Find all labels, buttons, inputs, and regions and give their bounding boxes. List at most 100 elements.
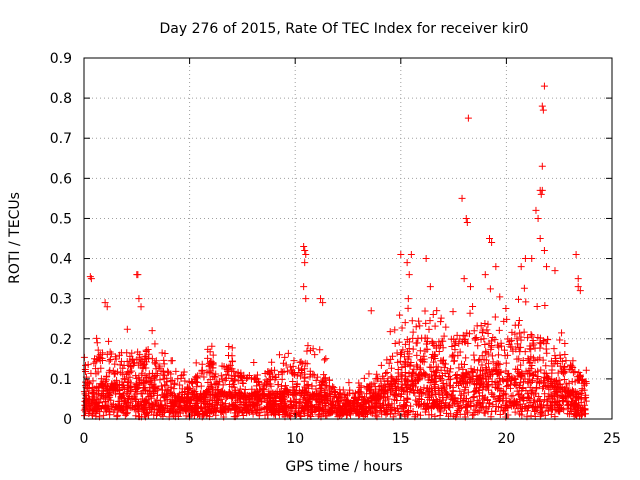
data-point [116, 361, 124, 369]
data-point [432, 391, 440, 399]
data-point [404, 410, 412, 418]
data-point [167, 377, 175, 385]
data-point [383, 409, 391, 417]
data-point [517, 263, 525, 271]
data-point [310, 403, 318, 411]
data-point [522, 367, 530, 375]
data-point [481, 341, 489, 349]
y-tick-label: 0.1 [50, 372, 72, 388]
data-point [489, 401, 497, 409]
data-point [251, 402, 259, 410]
data-point [548, 376, 556, 384]
data-point [367, 409, 375, 417]
data-point [522, 298, 530, 306]
data-point [420, 384, 428, 392]
x-tick-label: 10 [286, 431, 304, 447]
data-point [372, 411, 380, 419]
data-point [403, 384, 411, 392]
data-point [272, 397, 280, 405]
data-point [458, 194, 466, 202]
data-point [106, 391, 114, 399]
data-point [414, 376, 422, 384]
data-point [501, 352, 509, 360]
data-point [519, 356, 527, 364]
x-tick-label: 15 [392, 431, 410, 447]
data-point [181, 377, 189, 385]
data-point [538, 102, 546, 110]
data-point [225, 404, 233, 412]
data-point [179, 371, 187, 379]
data-point [560, 367, 568, 375]
data-point [565, 379, 573, 387]
data-point [558, 329, 566, 337]
data-point [507, 392, 515, 400]
data-point [435, 347, 443, 355]
data-point [501, 346, 509, 354]
data-point [230, 383, 238, 391]
data-point [501, 402, 509, 410]
data-point [432, 395, 440, 403]
data-point [513, 340, 521, 348]
data-point [471, 336, 479, 344]
data-point [150, 411, 158, 419]
data-point [193, 410, 201, 418]
data-point [221, 403, 229, 411]
data-point [516, 329, 524, 337]
data-point [561, 339, 569, 347]
data-point [377, 404, 385, 412]
data-point [206, 401, 214, 409]
y-tick-label: 0 [63, 412, 72, 428]
data-point [551, 406, 559, 414]
data-point [110, 406, 118, 414]
data-point [246, 392, 254, 400]
data-point [157, 382, 165, 390]
data-point [513, 335, 521, 343]
data-point [470, 351, 478, 359]
data-point [230, 367, 238, 375]
data-point [394, 383, 402, 391]
data-point [284, 411, 292, 419]
data-point [114, 403, 122, 411]
data-point [428, 354, 436, 362]
data-point [303, 402, 311, 410]
data-point [566, 361, 574, 369]
data-point [529, 372, 537, 380]
data-point [363, 383, 371, 391]
data-point [360, 403, 368, 411]
data-point [532, 407, 540, 415]
data-point [274, 380, 282, 388]
data-point [300, 243, 308, 251]
data-point [203, 390, 211, 398]
data-point [90, 406, 98, 414]
data-point [508, 337, 516, 345]
data-point [469, 372, 477, 380]
data-point [272, 373, 280, 381]
data-point [198, 368, 206, 376]
data-point [532, 206, 540, 214]
data-point [156, 397, 164, 405]
data-point [531, 356, 539, 364]
data-point [123, 325, 131, 333]
data-point [462, 394, 470, 402]
data-point [356, 383, 364, 391]
data-point [484, 408, 492, 416]
data-point [511, 408, 519, 416]
data-point [459, 365, 467, 373]
data-point [327, 409, 335, 417]
data-point [357, 403, 365, 411]
data-point [463, 218, 471, 226]
data-point [515, 317, 523, 325]
data-point [90, 393, 98, 401]
data-point [117, 349, 125, 357]
data-point [433, 307, 441, 315]
data-point [458, 360, 466, 368]
data-point [485, 403, 493, 411]
data-point [507, 343, 515, 351]
data-point [415, 392, 423, 400]
data-point [558, 384, 566, 392]
data-point [540, 369, 548, 377]
data-point [437, 314, 445, 322]
data-point [130, 392, 138, 400]
data-point [383, 356, 391, 364]
y-tick-label: 0.6 [50, 171, 72, 187]
